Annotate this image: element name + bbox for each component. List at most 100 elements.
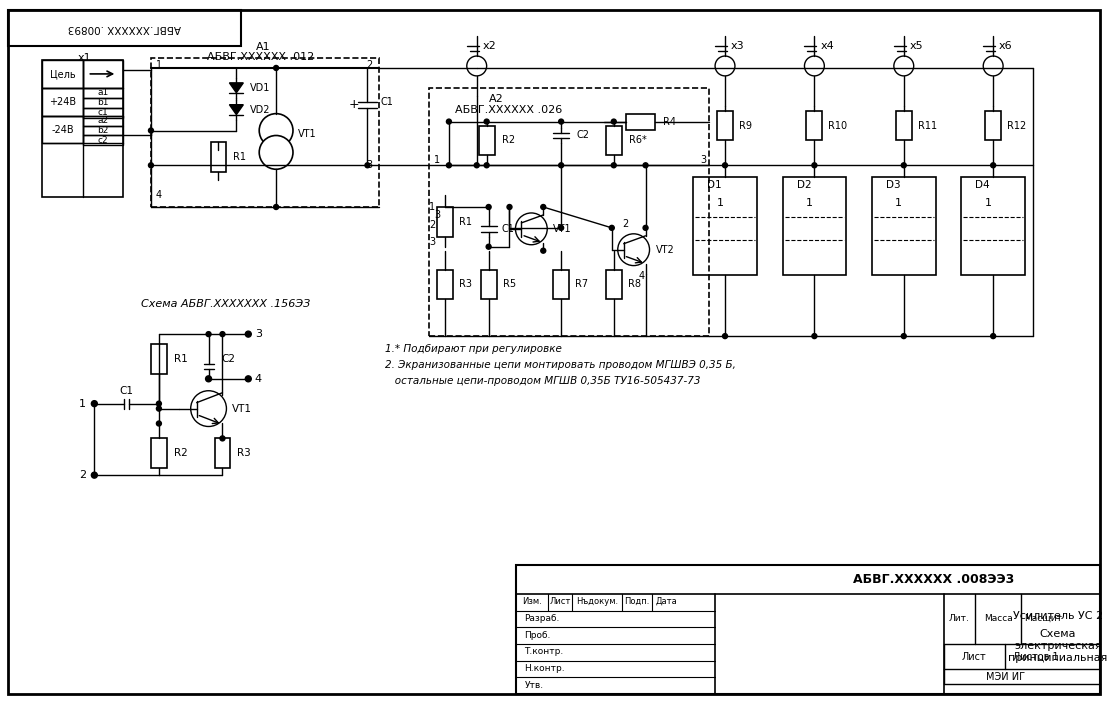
Bar [41, 115, 84, 144]
Text: Проб.: Проб. [525, 631, 551, 639]
Circle shape [516, 213, 547, 245]
Circle shape [474, 163, 479, 168]
Circle shape [983, 56, 1003, 76]
Text: R10: R10 [828, 120, 847, 130]
Circle shape [466, 56, 487, 76]
Text: 1: 1 [156, 60, 162, 70]
Text: Утв.: Утв. [525, 681, 543, 690]
Text: VT1: VT1 [298, 130, 317, 139]
Text: Н.контр.: Н.контр. [525, 665, 565, 673]
Circle shape [805, 56, 825, 76]
Text: A2: A2 [489, 94, 503, 103]
Circle shape [487, 205, 491, 210]
Text: R6*: R6* [628, 135, 646, 146]
Bar [872, 177, 935, 275]
Text: 1: 1 [716, 198, 723, 208]
Bar [807, 111, 822, 141]
Text: R1: R1 [233, 152, 247, 163]
Text: C1: C1 [119, 386, 133, 396]
Text: 1: 1 [806, 198, 812, 208]
Text: 4: 4 [254, 374, 262, 384]
Circle shape [446, 119, 451, 124]
Circle shape [365, 163, 371, 168]
Text: электрическая: электрическая [1014, 641, 1101, 651]
Text: Дата: Дата [655, 597, 677, 605]
Bar [84, 98, 123, 108]
Text: 1: 1 [895, 198, 903, 208]
Circle shape [722, 334, 728, 339]
Circle shape [92, 401, 97, 407]
Bar [896, 111, 912, 141]
Circle shape [205, 376, 212, 382]
Circle shape [541, 205, 546, 210]
Circle shape [722, 163, 728, 168]
Circle shape [273, 65, 279, 70]
Bar [151, 344, 167, 374]
Bar [84, 88, 123, 98]
Text: a2: a2 [98, 116, 109, 125]
Text: C1: C1 [501, 224, 514, 234]
Text: R8: R8 [627, 279, 641, 289]
Text: 3: 3 [434, 210, 440, 220]
Text: C2: C2 [576, 130, 589, 141]
Circle shape [156, 401, 162, 406]
Circle shape [902, 163, 906, 168]
Circle shape [148, 163, 153, 168]
Bar [151, 58, 379, 207]
Circle shape [559, 225, 564, 230]
Text: VT2: VT2 [655, 245, 674, 255]
Text: принципиальная: принципиальная [1008, 653, 1107, 663]
Circle shape [484, 163, 489, 168]
Bar [84, 135, 123, 146]
Bar [437, 270, 453, 299]
Circle shape [220, 436, 225, 441]
Text: VD2: VD2 [250, 105, 271, 115]
Circle shape [446, 163, 451, 168]
Circle shape [156, 406, 162, 411]
Circle shape [812, 334, 817, 339]
Text: Лист: Лист [962, 652, 987, 662]
Text: x3: x3 [731, 41, 744, 51]
Text: 1: 1 [434, 156, 440, 165]
Bar [437, 207, 453, 237]
Circle shape [812, 163, 817, 168]
Text: VT1: VT1 [232, 403, 252, 414]
Text: VD1: VD1 [250, 83, 271, 93]
Text: b2: b2 [97, 126, 109, 135]
Text: 1: 1 [79, 398, 86, 408]
Text: D1: D1 [708, 180, 722, 190]
Circle shape [894, 56, 914, 76]
Text: Т.контр.: Т.контр. [525, 648, 564, 656]
Circle shape [541, 249, 546, 253]
Bar [479, 125, 494, 156]
Text: c2: c2 [98, 136, 108, 145]
Circle shape [991, 334, 995, 339]
Circle shape [559, 119, 564, 124]
Circle shape [259, 113, 294, 147]
Circle shape [991, 163, 995, 168]
Bar [84, 60, 123, 88]
Text: АБВГ.XXXXXX .008ЭЭ3: АБВГ.XXXXXX .008ЭЭ3 [853, 573, 1014, 586]
Text: x4: x4 [820, 41, 834, 51]
Text: Схема АБВГ.XXXXXXX .156ЭЗ: Схема АБВГ.XXXXXXX .156ЭЗ [141, 299, 310, 309]
Circle shape [643, 225, 648, 230]
Text: Усилитель УС 2: Усилитель УС 2 [1012, 611, 1103, 621]
Circle shape [273, 205, 279, 210]
Bar [84, 125, 123, 135]
Text: R3: R3 [238, 448, 251, 458]
Circle shape [191, 391, 227, 427]
Text: МЭИ ИГ: МЭИ ИГ [985, 672, 1024, 681]
Text: Изм.: Изм. [522, 597, 542, 605]
Bar [429, 88, 709, 336]
Bar [41, 60, 84, 88]
Text: Схема: Схема [1039, 629, 1076, 639]
Bar [481, 270, 497, 299]
Bar [41, 60, 123, 197]
Text: АБВГ.XXXXXX .012: АБВГ.XXXXXX .012 [206, 52, 314, 62]
Bar [985, 111, 1001, 141]
Text: VT1: VT1 [554, 224, 571, 234]
Text: D3: D3 [886, 180, 901, 190]
Bar [84, 108, 123, 118]
Circle shape [206, 332, 211, 337]
Text: D4: D4 [975, 180, 990, 190]
